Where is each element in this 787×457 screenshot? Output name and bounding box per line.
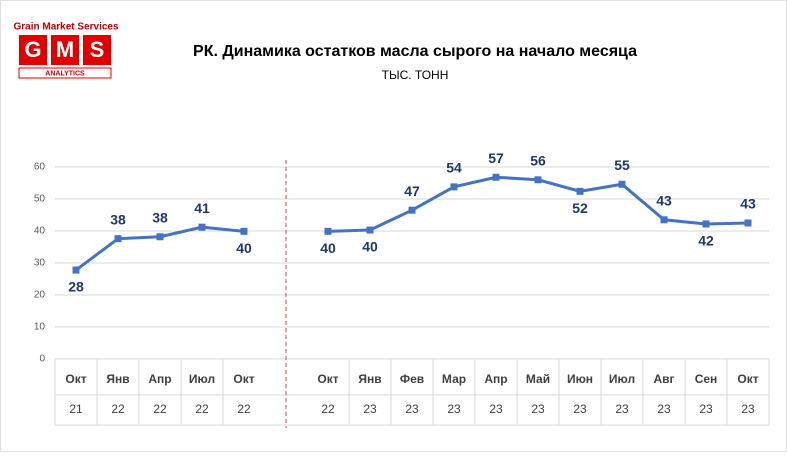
x-tick-label: 23	[573, 402, 587, 416]
marker	[660, 216, 668, 224]
x-tick-label: 22	[237, 402, 251, 416]
marker	[366, 226, 374, 234]
y-tick-label: 50	[34, 194, 46, 205]
y-tick-label: 30	[34, 258, 46, 269]
data-label: 56	[530, 153, 546, 169]
y-tick-label: 40	[34, 226, 46, 237]
x-tick-label: Авг	[653, 372, 674, 386]
x-tick-label: Май	[526, 372, 550, 386]
x-tick-label: Мар	[442, 372, 466, 386]
marker	[450, 183, 458, 191]
logo-sub-box	[18, 67, 112, 79]
x-tick-label: 23	[615, 402, 629, 416]
data-label: 40	[320, 240, 336, 256]
logo-letter: G	[24, 37, 41, 62]
x-tick-label: Фев	[400, 372, 424, 386]
x-tick-label: Сен	[695, 372, 718, 386]
marker	[702, 220, 710, 228]
x-tick-label: 23	[363, 402, 377, 416]
marker	[492, 173, 500, 181]
y-tick-label: 20	[34, 290, 46, 301]
marker	[198, 223, 206, 231]
chart-title: РК. Динамика остатков масла сырого на на…	[193, 43, 637, 60]
marker	[156, 233, 164, 241]
x-tick-label: Июл	[189, 372, 215, 386]
x-tick-label: 22	[153, 402, 167, 416]
data-label: 52	[572, 200, 588, 216]
marker	[408, 206, 416, 214]
x-tick-label: 23	[657, 402, 671, 416]
y-tick-label: 0	[39, 354, 45, 365]
x-tick-label: Апр	[484, 372, 507, 386]
data-label: 38	[152, 209, 168, 225]
logo-box	[83, 35, 111, 65]
x-tick-label: 23	[405, 402, 419, 416]
logo-box	[19, 35, 47, 65]
x-tick-label: Апр	[148, 372, 171, 386]
marker	[576, 187, 584, 195]
logo: G M S ANALYTICS	[18, 35, 112, 79]
logo-sub: ANALYTICS	[45, 70, 85, 77]
data-label: 41	[194, 200, 210, 216]
logo-box	[51, 35, 79, 65]
x-tick-label: 22	[321, 402, 335, 416]
data-label: 40	[236, 240, 252, 256]
data-label: 43	[656, 193, 672, 209]
logo-letter: S	[90, 37, 105, 62]
x-tick-label: 23	[531, 402, 545, 416]
x-tick-label: Окт	[737, 372, 758, 386]
x-tick-label: Окт	[65, 372, 86, 386]
logo-tagline: Grain Market Services	[13, 22, 118, 33]
x-tick-label: Июл	[609, 372, 635, 386]
data-label: 38	[110, 211, 126, 227]
chart-subtitle: ТЫС. ТОНН	[382, 68, 449, 82]
y-tick-label: 10	[34, 322, 46, 333]
x-tick-label: 21	[69, 402, 83, 416]
x-tick-label: Окт	[233, 372, 254, 386]
marker	[240, 227, 248, 235]
x-tick-label: Июн	[567, 372, 593, 386]
y-tick-label: 60	[34, 162, 46, 173]
x-tick-label: 22	[195, 402, 209, 416]
x-tick-label: 23	[489, 402, 503, 416]
x-tick-label: 22	[111, 402, 125, 416]
data-label: 47	[404, 183, 420, 199]
marker	[324, 227, 332, 235]
x-tick-label: 23	[741, 402, 755, 416]
x-tick-label: Янв	[106, 372, 129, 386]
data-label: 28	[68, 279, 84, 295]
data-label: 57	[488, 150, 504, 166]
data-label: 40	[362, 239, 378, 255]
x-tick-label: 23	[447, 402, 461, 416]
logo-letter: M	[56, 37, 74, 62]
marker	[72, 266, 80, 274]
marker	[618, 180, 626, 188]
data-label: 43	[740, 196, 756, 212]
marker	[114, 235, 122, 243]
x-tick-label: 23	[699, 402, 713, 416]
x-tick-label: Окт	[317, 372, 338, 386]
data-label: 42	[698, 233, 714, 249]
data-label: 54	[446, 160, 462, 176]
data-label: 55	[614, 157, 630, 173]
marker	[534, 176, 542, 184]
marker	[744, 219, 752, 227]
x-tick-label: Янв	[358, 372, 381, 386]
